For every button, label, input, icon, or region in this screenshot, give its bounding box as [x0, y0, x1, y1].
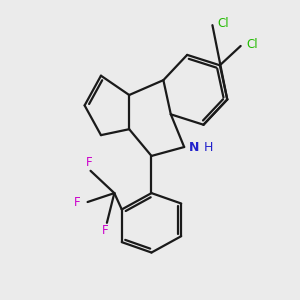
Text: F: F: [74, 196, 80, 208]
Text: Cl: Cl: [246, 38, 258, 51]
Text: Cl: Cl: [218, 17, 230, 30]
Text: F: F: [86, 156, 92, 169]
Text: H: H: [203, 140, 213, 154]
Text: F: F: [102, 224, 109, 237]
Text: N: N: [189, 140, 199, 154]
